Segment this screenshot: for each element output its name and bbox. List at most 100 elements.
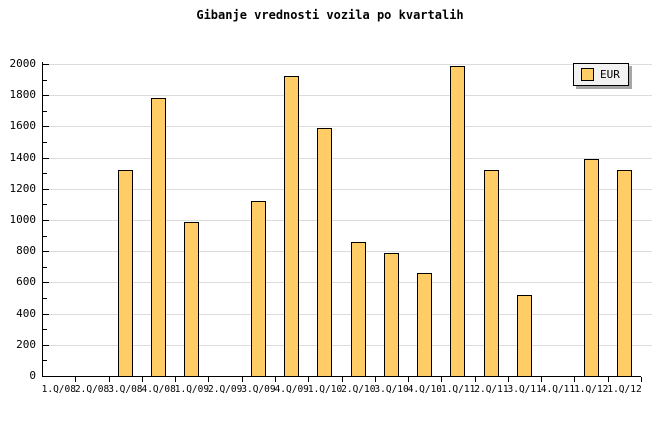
x-axis-tick-label: 1.Q/11 bbox=[440, 384, 476, 395]
gridline bbox=[42, 64, 652, 65]
x-tick bbox=[208, 377, 210, 382]
x-tick bbox=[274, 377, 276, 382]
x-tick bbox=[175, 377, 177, 382]
gridline bbox=[42, 282, 652, 284]
y-axis-tick-label: 2000 bbox=[9, 57, 37, 70]
x-tick bbox=[474, 377, 476, 382]
bar-3.Q/10 bbox=[383, 252, 399, 377]
x-axis-tick-label: 4.Q/11 bbox=[540, 384, 576, 395]
gridline bbox=[42, 95, 652, 97]
bar-4.Q/09 bbox=[284, 76, 300, 377]
x-tick bbox=[574, 377, 576, 382]
y-minor-tick bbox=[43, 110, 47, 112]
y-minor-tick bbox=[43, 142, 47, 143]
gridline bbox=[42, 313, 652, 315]
x-tick bbox=[607, 377, 609, 382]
x-axis-tick-label: 1.Q/12 bbox=[607, 384, 642, 395]
y-minor-tick bbox=[43, 266, 47, 268]
x-axis-tick-label: 2.Q/11 bbox=[474, 384, 509, 395]
y-minor-tick bbox=[43, 204, 47, 206]
y-major-tick bbox=[43, 251, 49, 253]
bar-3.Q/09 bbox=[250, 201, 266, 377]
x-axis-tick-label: 2.Q/09 bbox=[208, 384, 243, 395]
x-tick bbox=[108, 377, 110, 382]
chart-title: Gibanje vrednosti vozila po kvartalih bbox=[196, 8, 464, 22]
x-axis-tick-label: 4.Q/08 bbox=[141, 384, 176, 395]
x-tick bbox=[75, 377, 77, 382]
y-axis-tick-label: 200 bbox=[16, 337, 36, 351]
x-axis-tick-label: 1.Q/12 bbox=[574, 384, 609, 395]
legend: EUR bbox=[573, 63, 629, 86]
gridline bbox=[42, 251, 652, 253]
y-major-tick bbox=[43, 220, 49, 221]
y-axis-tick-label: 600 bbox=[16, 275, 36, 289]
y-minor-tick bbox=[43, 79, 47, 81]
gridline bbox=[42, 126, 652, 128]
x-axis-tick-label: 2.Q/08 bbox=[74, 384, 110, 395]
x-axis-tick-label: 3.Q/10 bbox=[374, 384, 409, 395]
x-axis-tick-label: 4.Q/09 bbox=[274, 384, 309, 395]
x-axis-tick-label: 1.Q/09 bbox=[174, 384, 210, 395]
y-axis-tick-label: 1800 bbox=[9, 88, 37, 102]
y-major-tick bbox=[43, 95, 49, 97]
y-axis bbox=[42, 62, 43, 377]
x-tick bbox=[441, 377, 443, 382]
bar-1.Q/11 bbox=[450, 65, 466, 377]
x-tick bbox=[408, 377, 410, 382]
bar-4.Q/10 bbox=[417, 273, 433, 377]
y-major-tick bbox=[43, 157, 49, 159]
bar-3.Q/08 bbox=[117, 170, 133, 377]
gridline bbox=[42, 188, 652, 190]
y-major-tick bbox=[43, 282, 49, 284]
x-axis bbox=[42, 376, 641, 377]
bar-1.Q/10 bbox=[317, 127, 333, 377]
legend-swatch-icon bbox=[581, 68, 594, 81]
y-axis-tick-label: 0 bbox=[29, 369, 36, 382]
y-major-tick bbox=[43, 64, 49, 65]
x-axis-tick-label: 3.Q/09 bbox=[241, 384, 276, 395]
bar-4.Q/08 bbox=[150, 98, 166, 377]
y-axis-tick-label: 1600 bbox=[9, 119, 37, 133]
x-axis-tick-label: 2.Q/10 bbox=[341, 384, 376, 395]
bar-2.Q/10 bbox=[350, 241, 366, 377]
gridline bbox=[42, 344, 652, 346]
x-axis-tick-label: 1.Q/08 bbox=[41, 384, 76, 395]
bar-1.Q/12 bbox=[583, 159, 599, 377]
y-major-tick bbox=[43, 344, 49, 346]
x-tick bbox=[641, 377, 642, 382]
x-tick bbox=[241, 377, 243, 382]
x-axis-tick-label: 1.Q/10 bbox=[307, 384, 343, 395]
y-axis-tick-label: 800 bbox=[16, 244, 36, 258]
y-minor-tick bbox=[43, 235, 47, 237]
bar-3.Q/11 bbox=[517, 294, 533, 377]
x-axis-tick-label: 3.Q/11 bbox=[507, 384, 542, 395]
gridline bbox=[42, 157, 652, 159]
legend-label: EUR bbox=[600, 68, 620, 81]
y-axis-tick-label: 400 bbox=[16, 306, 36, 320]
y-minor-tick bbox=[43, 329, 47, 331]
x-tick bbox=[341, 377, 343, 382]
y-minor-tick bbox=[43, 298, 47, 299]
x-axis-tick-label: 4.Q/10 bbox=[407, 384, 443, 395]
gridline bbox=[42, 220, 652, 221]
y-axis-tick-label: 1400 bbox=[9, 150, 37, 164]
y-major-tick bbox=[43, 188, 49, 190]
x-tick bbox=[374, 377, 376, 382]
x-axis-tick-label: 3.Q/08 bbox=[108, 384, 143, 395]
y-minor-tick bbox=[43, 173, 47, 175]
x-tick bbox=[507, 377, 509, 382]
y-axis-tick-label: 1000 bbox=[9, 213, 37, 226]
x-tick bbox=[541, 377, 543, 382]
y-major-tick bbox=[43, 126, 49, 128]
x-tick bbox=[308, 377, 310, 382]
y-minor-tick bbox=[43, 360, 47, 362]
bar-1.Q/12 bbox=[616, 170, 632, 377]
y-major-tick bbox=[43, 376, 49, 377]
x-tick bbox=[141, 377, 143, 382]
y-major-tick bbox=[43, 313, 49, 315]
bar-2.Q/11 bbox=[483, 170, 499, 377]
bar-1.Q/09 bbox=[184, 221, 200, 377]
y-axis-tick-label: 1200 bbox=[9, 181, 37, 195]
